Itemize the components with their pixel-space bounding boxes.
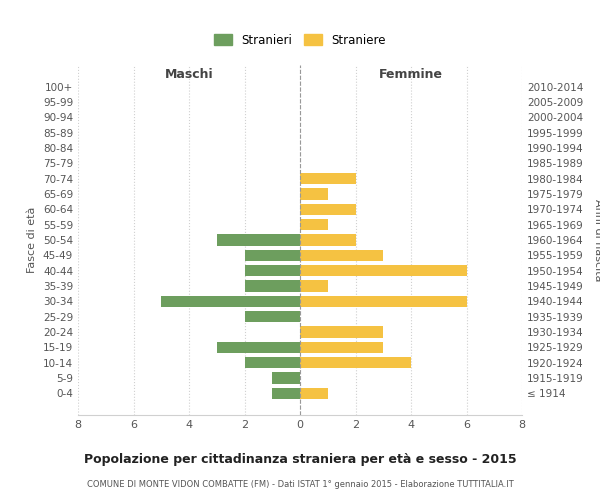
Bar [161,296,300,307]
Bar [245,311,300,322]
Bar [245,357,300,368]
Bar [300,204,355,215]
Bar [300,188,328,200]
Bar [272,388,300,399]
Bar [300,173,355,184]
Bar [300,265,467,276]
Text: COMUNE DI MONTE VIDON COMBATTE (FM) - Dati ISTAT 1° gennaio 2015 - Elaborazione : COMUNE DI MONTE VIDON COMBATTE (FM) - Da… [86,480,514,489]
Bar [245,280,300,292]
Bar [300,219,328,230]
Bar [300,342,383,353]
Bar [245,250,300,261]
Text: Popolazione per cittadinanza straniera per età e sesso - 2015: Popolazione per cittadinanza straniera p… [83,452,517,466]
Bar [300,280,328,292]
Bar [217,234,300,246]
Y-axis label: Anni di nascita: Anni di nascita [593,198,600,281]
Y-axis label: Fasce di età: Fasce di età [28,207,37,273]
Bar [300,234,355,246]
Bar [300,296,467,307]
Bar [272,372,300,384]
Bar [300,250,383,261]
Bar [217,342,300,353]
Bar [245,265,300,276]
Bar [300,388,328,399]
Bar [300,357,411,368]
Bar [300,326,383,338]
Legend: Stranieri, Straniere: Stranieri, Straniere [209,29,391,52]
Text: Femmine: Femmine [379,68,443,81]
Text: Maschi: Maschi [164,68,214,81]
